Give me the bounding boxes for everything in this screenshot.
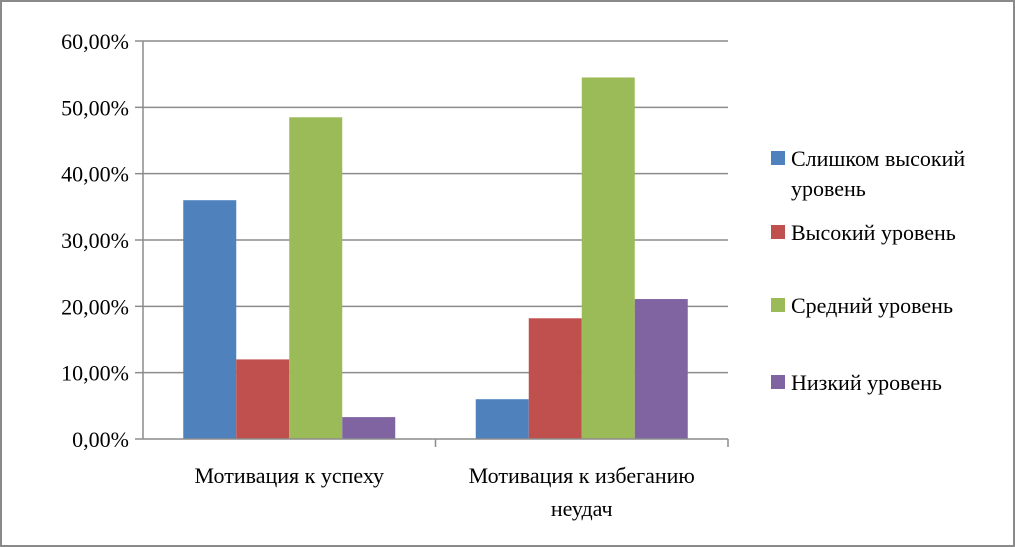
bar [236,359,290,439]
y-tick-label: 50,00% [61,95,129,120]
legend-swatch [771,298,785,312]
legend-label: Низкий уровень [791,370,942,395]
legend-label: Слишком высокий [791,146,965,171]
y-tick-label: 20,00% [61,294,129,319]
legend-swatch [771,375,785,389]
bar [634,299,688,439]
x-category-label: Мотивация к успеху [194,463,384,488]
bar [289,117,343,440]
y-tick-label: 40,00% [61,162,129,187]
legend-swatch [771,225,785,239]
y-tick-label: 60,00% [61,29,129,54]
y-tick-labels: 0,00% 10,00% 20,00% 30,00% 40,00% 50,00% 60,00… [61,29,129,452]
bar [342,417,396,439]
legend: Слишком высокий уровень Высокий уровень Сре… [771,146,965,395]
legend-label: Средний уровень [791,293,953,318]
legend-label: уровень [791,176,866,201]
legend-swatch [771,151,785,165]
y-tick-label: 0,00% [72,427,129,452]
x-category-labels: Мотивация к успеху Мотивация к избеганию н… [194,463,694,521]
y-tick-label: 30,00% [61,228,129,253]
x-category-label: неудач [551,496,613,521]
bar [528,318,582,439]
x-category-label: Мотивация к избеганию [469,463,695,488]
axes [135,40,729,447]
bar [581,77,635,439]
bars [183,77,688,440]
y-tick-label: 10,00% [61,361,129,386]
bar [183,200,237,439]
legend-label: Высокий уровень [791,220,956,245]
bar [475,399,529,439]
